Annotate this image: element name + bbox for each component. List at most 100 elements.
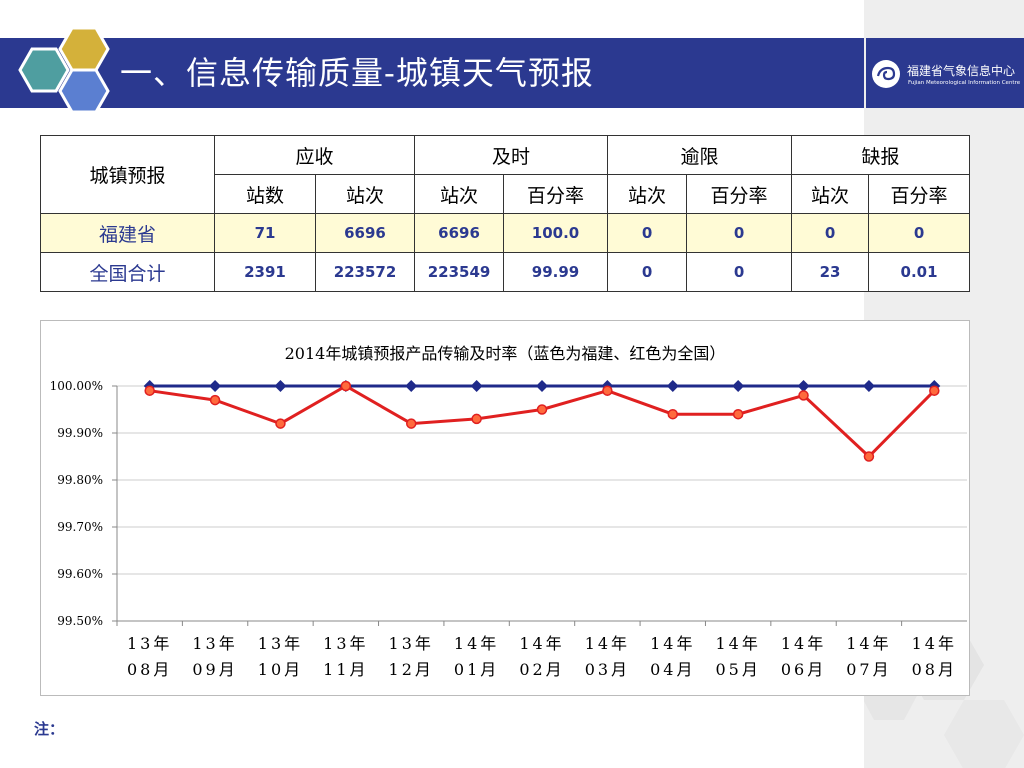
logo-text-cn: 福建省气象信息中心 [907, 64, 1016, 78]
sub-header: 站次 [607, 174, 688, 214]
sub-header: 站数 [214, 174, 316, 214]
x-tick-label-month: 03月 [585, 660, 630, 679]
table-cell: 0 [868, 213, 971, 253]
data-point-circle [732, 408, 744, 420]
data-point-circle [471, 413, 482, 425]
chart-container: 2014年城镇预报产品传输及时率（蓝色为福建、红色为全国） 100.00% 99.… [40, 320, 970, 696]
row-label: 福建省 [40, 213, 215, 253]
x-tick-label-month: 12月 [389, 660, 434, 679]
x-tick-label-year: 14年 [715, 634, 760, 653]
data-point-circle [144, 385, 155, 396]
group-header-timely: 及时 [414, 135, 609, 175]
table-cell: 100.0 [503, 213, 609, 253]
data-point-diamond [536, 380, 548, 392]
table-cell: 0 [686, 213, 793, 253]
x-tick-label-month: 02月 [519, 660, 564, 679]
data-point-diamond [405, 380, 418, 392]
data-point-diamond [274, 380, 287, 392]
data-point-circle [405, 418, 417, 429]
x-tick-label-month: 05月 [715, 660, 760, 679]
series-line-1 [149, 384, 936, 459]
x-tick-label-month: 01月 [454, 660, 499, 679]
data-point-circle [863, 451, 875, 462]
logo-text-en: Fujian Meteorological Information Centre [908, 80, 1021, 86]
data-point-circle [209, 394, 221, 406]
y-tick-label: 99.90% [57, 426, 103, 440]
sub-header: 百分率 [503, 174, 609, 214]
table-sub-header-row: 站数 站次 站次 百分率 站次 百分率 站次 百分率 [41, 174, 971, 214]
x-tick-label-month: 07月 [846, 660, 891, 679]
chart-title: 2014年城镇预报产品传输及时率（蓝色为福建、红色为全国） [285, 344, 726, 363]
data-point-diamond [862, 380, 875, 392]
table-cell: 223549 [414, 252, 505, 292]
table-cell: 0.01 [868, 252, 971, 292]
group-header-missing: 缺报 [791, 135, 971, 175]
stats-table: 城镇预报 应收 及时 逾限 缺报 站数 站次 站次 百分率 站次 百分率 站次 … [40, 135, 971, 292]
data-point-circle [275, 418, 286, 429]
group-header-overdue: 逾限 [607, 135, 793, 175]
table-row: 福建省 71 6696 6696 100.0 0 0 0 0 [40, 213, 971, 253]
meteorology-logo-icon [872, 60, 900, 88]
title-band [0, 38, 864, 108]
sub-header: 站次 [314, 174, 416, 214]
table-cell: 0 [607, 252, 688, 292]
data-point-circle [602, 385, 613, 396]
table-cell: 0 [607, 213, 688, 253]
data-point-circle [340, 380, 352, 392]
page-title: 一、信息传输质量-城镇天气预报 [120, 54, 594, 92]
row-label: 全国合计 [40, 252, 215, 292]
x-tick-label-year: 14年 [781, 634, 826, 653]
x-tick-label-month: 08月 [912, 660, 957, 679]
data-point-diamond [470, 380, 483, 392]
data-point-diamond [209, 380, 222, 392]
y-tick-label: 99.80% [57, 473, 103, 487]
x-tick-label-year: 13年 [192, 634, 237, 653]
y-tick-label: 99.60% [57, 567, 103, 581]
table-corner-label: 城镇预报 [40, 135, 215, 214]
table-cell: 6696 [314, 213, 416, 253]
table-cell: 2391 [214, 252, 316, 292]
table-cell: 0 [686, 252, 793, 292]
table-cell: 23 [791, 252, 870, 292]
x-tick-label-year: 14年 [454, 634, 499, 653]
data-point-circle [536, 404, 548, 415]
y-tick-label: 99.70% [57, 520, 103, 534]
x-tick-label-month: 08月 [127, 660, 172, 679]
x-tick-label-month: 04月 [650, 660, 695, 679]
data-point-diamond [666, 380, 679, 392]
data-point-circle [798, 390, 809, 401]
table-cell: 6696 [414, 213, 505, 253]
x-tick-label-year: 14年 [585, 634, 630, 653]
y-tick-label: 100.00% [50, 379, 103, 393]
x-tick-label-month: 11月 [323, 660, 368, 679]
x-tick-label-year: 13年 [389, 634, 434, 653]
table-group-header-row: 城镇预报 应收 及时 逾限 缺报 [40, 135, 971, 214]
x-tick-label-year: 14年 [519, 634, 564, 653]
sub-header: 站次 [791, 174, 870, 214]
sub-header: 百分率 [868, 174, 971, 214]
data-point-circle [667, 408, 679, 420]
line-chart: 2014年城镇预报产品传输及时率（蓝色为福建、红色为全国） 100.00% 99.… [50, 344, 967, 679]
group-header-received: 应收 [213, 135, 416, 175]
x-tick-label-month: 06月 [781, 660, 826, 679]
x-tick-label-year: 13年 [258, 634, 303, 653]
x-tick-label-year: 14年 [912, 634, 957, 653]
sub-header: 百分率 [686, 174, 793, 214]
table-cell: 223572 [314, 252, 416, 292]
y-tick-label: 99.50% [57, 614, 103, 628]
x-tick-label-year: 13年 [323, 634, 368, 653]
x-tick-label-month: 09月 [192, 660, 237, 679]
sub-header: 站次 [414, 174, 505, 214]
table-cell: 99.99 [503, 252, 609, 292]
x-tick-label-year: 13年 [127, 634, 172, 653]
table-cell: 71 [214, 213, 316, 253]
data-point-diamond [797, 380, 810, 392]
x-tick-label-year: 14年 [650, 634, 695, 653]
x-tick-label-year: 14年 [846, 634, 891, 653]
hexagon-logo-cluster [18, 26, 110, 114]
table-cell: 0 [791, 213, 870, 253]
data-point-diamond [732, 380, 745, 392]
table-row: 全国合计 2391 223572 223549 99.99 0 0 23 0.0… [40, 252, 971, 292]
note-label: 注： [34, 720, 65, 738]
data-point-circle [929, 385, 940, 396]
